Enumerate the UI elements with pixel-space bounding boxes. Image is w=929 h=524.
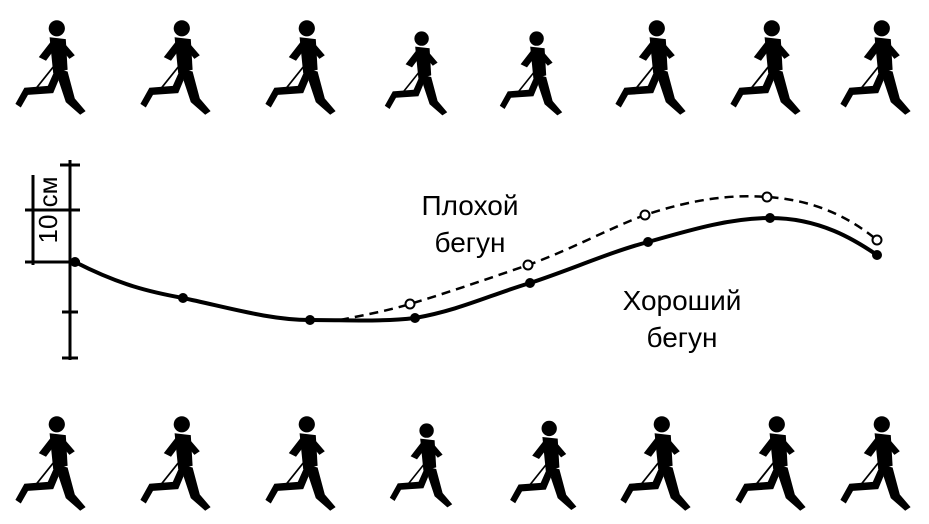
runner — [14, 415, 87, 512]
scale-label: 10 см — [33, 176, 63, 243]
good-runner-curve — [74, 215, 879, 323]
bad-runner-curve — [339, 195, 878, 322]
runner — [734, 415, 807, 512]
runners-bottom — [14, 415, 912, 512]
runner — [839, 19, 912, 116]
good-runner-points — [70, 213, 882, 325]
runner — [264, 415, 337, 512]
runner — [498, 30, 564, 117]
runner — [14, 19, 87, 116]
runner — [139, 415, 212, 512]
runners-top — [14, 19, 912, 117]
runner — [509, 419, 578, 512]
runner — [839, 415, 912, 512]
runner — [619, 415, 692, 512]
runner — [614, 19, 687, 116]
good-runner-label: Хороший — [623, 285, 742, 316]
good-runner-label: бегун — [647, 322, 718, 353]
bad-runner-points — [404, 191, 883, 310]
runner — [264, 19, 337, 116]
runner — [139, 19, 212, 116]
bad-runner-label: бегун — [435, 227, 506, 258]
runner — [383, 30, 449, 117]
bad-runner-label: Плохой — [422, 190, 519, 221]
scale-bar — [25, 160, 80, 360]
runner — [388, 422, 454, 509]
runner — [729, 19, 802, 116]
